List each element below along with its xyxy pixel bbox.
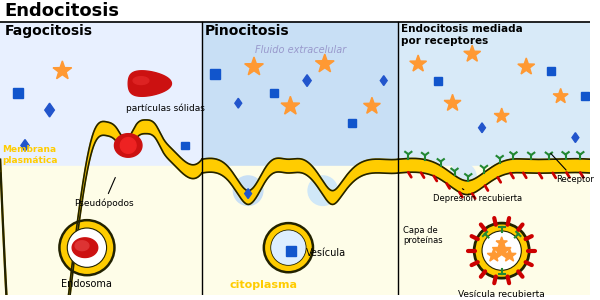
Bar	[1, 0, 590, 22]
Bar	[181, 142, 189, 149]
Bar	[547, 67, 555, 75]
Circle shape	[474, 223, 529, 278]
Bar	[581, 92, 589, 100]
Bar	[349, 119, 356, 127]
Text: Fluido extracelular: Fluido extracelular	[254, 45, 346, 55]
Bar	[286, 246, 296, 256]
Text: Pinocitosis: Pinocitosis	[205, 24, 289, 38]
Circle shape	[308, 176, 338, 206]
Polygon shape	[303, 75, 311, 86]
Polygon shape	[410, 55, 427, 71]
Polygon shape	[479, 123, 485, 133]
Text: Endosoma: Endosoma	[61, 279, 112, 289]
Bar	[210, 69, 220, 79]
Bar	[202, 22, 398, 188]
Bar	[270, 89, 278, 97]
Polygon shape	[245, 57, 263, 75]
Polygon shape	[503, 249, 516, 261]
Circle shape	[449, 163, 476, 191]
Text: Vesícula recubierta: Vesícula recubierta	[458, 290, 545, 299]
Polygon shape	[572, 133, 579, 142]
Polygon shape	[281, 96, 300, 114]
Text: Depresión recubierta: Depresión recubierta	[433, 189, 522, 203]
Circle shape	[233, 176, 263, 206]
Circle shape	[264, 223, 313, 272]
Polygon shape	[121, 138, 136, 153]
Polygon shape	[553, 88, 568, 103]
Text: citoplasma: citoplasma	[230, 280, 298, 290]
Polygon shape	[494, 108, 509, 122]
Polygon shape	[398, 158, 590, 195]
Text: Endocitosis: Endocitosis	[4, 2, 119, 20]
Circle shape	[59, 220, 115, 275]
Polygon shape	[128, 71, 172, 96]
Polygon shape	[75, 241, 89, 250]
Polygon shape	[518, 58, 535, 74]
Circle shape	[482, 231, 521, 270]
Text: Capa de
proteínas: Capa de proteínas	[403, 226, 443, 245]
Polygon shape	[316, 54, 334, 72]
Polygon shape	[21, 140, 29, 152]
Polygon shape	[202, 158, 398, 204]
Bar	[1, 22, 202, 188]
Polygon shape	[364, 97, 380, 113]
Polygon shape	[1, 120, 202, 300]
Text: Pseudópodos: Pseudópodos	[74, 178, 134, 208]
Polygon shape	[464, 45, 481, 61]
Bar	[398, 22, 590, 188]
Bar	[13, 88, 23, 98]
Polygon shape	[53, 61, 72, 79]
Circle shape	[271, 230, 306, 266]
Polygon shape	[493, 241, 511, 259]
Text: Fagocitosis: Fagocitosis	[4, 24, 92, 38]
Polygon shape	[235, 98, 242, 108]
Polygon shape	[45, 103, 55, 117]
Polygon shape	[496, 237, 507, 247]
Polygon shape	[444, 94, 461, 110]
Text: partículas sólidas: partículas sólidas	[126, 103, 205, 113]
Polygon shape	[133, 77, 149, 85]
Polygon shape	[487, 249, 500, 261]
Bar	[1, 166, 590, 295]
Polygon shape	[115, 134, 142, 157]
Text: Endocitosis mediada
por receptores: Endocitosis mediada por receptores	[401, 24, 523, 46]
Text: Vesícula: Vesícula	[306, 248, 346, 258]
Polygon shape	[72, 238, 98, 257]
Circle shape	[67, 228, 107, 267]
Text: Receptor: Receptor	[551, 153, 593, 184]
Polygon shape	[380, 76, 387, 85]
Bar	[434, 77, 442, 85]
Text: Membrana
plasmática: Membrana plasmática	[2, 146, 58, 165]
Polygon shape	[245, 189, 251, 199]
